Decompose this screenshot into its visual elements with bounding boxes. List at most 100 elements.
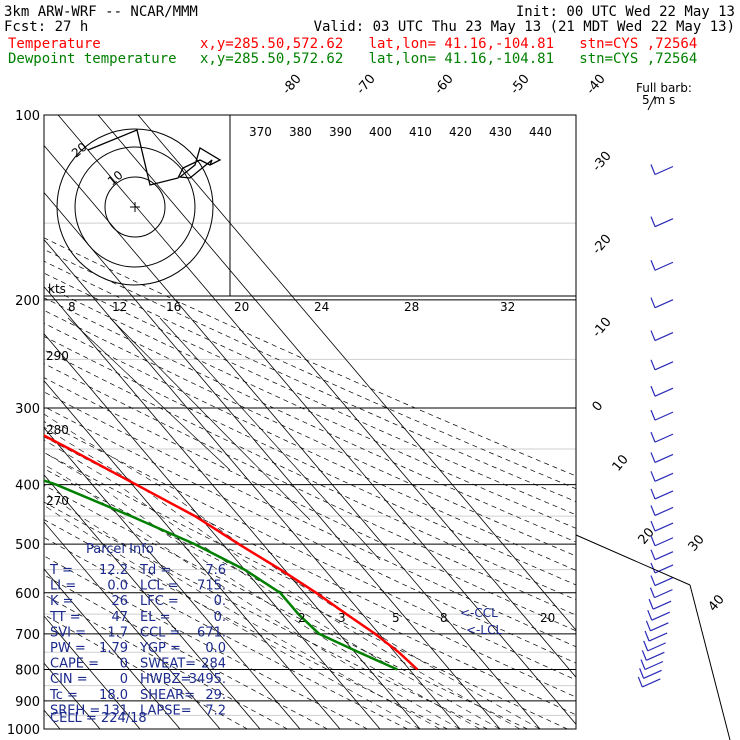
parcel-row-value: 18.0	[99, 688, 128, 703]
legend-dewpoint-info: x,y=285.50,572.62 lat,lon= 41.16,-104.81…	[200, 51, 697, 67]
parcel-row-value: 0.0	[205, 641, 226, 656]
dry-adiabat	[44, 452, 576, 716]
parcel-row-value: 26	[111, 594, 128, 609]
wind-barb-flag	[650, 549, 656, 560]
parcel-row-label: LAPSE=	[140, 703, 192, 718]
wind-barb-flag	[650, 385, 656, 397]
parcel-row-value: 0.0	[107, 579, 128, 594]
dry-adiabat	[44, 349, 576, 601]
isotherm	[44, 427, 301, 729]
theta-label: 380	[289, 125, 312, 139]
skewed-temp-label: 0	[590, 399, 607, 415]
barb-column-edge	[689, 584, 731, 740]
wind-barb-flag	[650, 562, 656, 574]
wind-barb-flag	[650, 488, 656, 500]
pressure-label: 800	[15, 663, 40, 678]
hodograph-trace	[87, 129, 222, 186]
wind-barb-flag	[647, 609, 653, 621]
dry-adiabat	[44, 336, 576, 586]
dry-adiabat	[44, 501, 488, 729]
wind-barb	[654, 537, 674, 547]
skewed-temp-label: -30	[590, 149, 615, 175]
hodograph-guide	[67, 317, 231, 471]
hodograph-speed-label: 12	[112, 300, 127, 314]
dry-adiabat	[44, 436, 576, 698]
wind-barb-flag	[649, 587, 656, 598]
hodograph-speed-label: 24	[314, 300, 329, 314]
parcel-row-value: 1.79	[99, 641, 128, 656]
wind-barb	[646, 651, 665, 661]
hodograph-dir-label: 280	[46, 423, 69, 437]
wind-barb-flag	[650, 520, 656, 532]
parcel-row-value: 715.	[197, 579, 226, 594]
parcel-row-value: 284	[201, 657, 226, 672]
parcel-row-value: 7.2	[205, 703, 226, 718]
parcel-row-label: T =	[49, 563, 73, 578]
parcel-row-label: TT =	[49, 610, 81, 625]
wind-barb	[654, 472, 674, 482]
hodograph-ring-label: 10	[105, 168, 126, 189]
parcel-row-value: 29.	[205, 688, 226, 703]
parcel-row-label: YGP =	[139, 641, 181, 656]
wind-barb-flag	[650, 330, 656, 341]
full-barb-units: 5 m s	[642, 93, 675, 107]
theta-label: 370	[249, 125, 272, 139]
parcel-row-label: SVI =	[50, 625, 86, 640]
dry-adiabat	[44, 484, 528, 729]
pressure-label: 100	[15, 109, 40, 124]
wind-barb	[654, 522, 674, 532]
full-barb-label: Full barb:	[636, 81, 692, 95]
pressure-label: 1000	[7, 723, 40, 738]
wind-barb	[654, 589, 673, 599]
wind-barb	[648, 632, 668, 642]
dry-adiabat	[44, 594, 288, 729]
parcel-row-label: SHEAR=	[140, 688, 195, 703]
wind-barb	[643, 669, 662, 679]
legend-temperature: Temperature	[8, 36, 101, 52]
pressure-label: 400	[15, 479, 40, 494]
wind-barb-flag	[645, 620, 651, 632]
legend-temperature-info: x,y=285.50,572.62 lat,lon= 41.16,-104.81…	[200, 36, 697, 52]
wind-barb-flag	[650, 260, 656, 271]
wind-barb-flag	[650, 575, 656, 586]
hodograph-units: kts	[48, 282, 66, 296]
skewed-temp-label: -50	[508, 72, 533, 98]
parcel-row-value: 1.7	[107, 625, 128, 640]
dry-adiabat	[44, 537, 408, 729]
wind-barb-flag	[650, 471, 656, 482]
parcel-row-value: 0.	[214, 610, 226, 625]
wind-barb-flag	[640, 659, 646, 670]
wind-barb	[652, 600, 672, 610]
isotherm	[44, 191, 501, 729]
pressure-label: 200	[15, 294, 40, 309]
parcel-row-label: SREH =	[50, 703, 100, 718]
parcel-row-label: Tc =	[49, 688, 78, 703]
wind-barb	[654, 387, 674, 397]
dry-adiabat	[44, 309, 576, 557]
parcel-row-value: 671.	[197, 625, 226, 640]
parcel-row-value: 12.2	[99, 563, 128, 578]
wind-barb-flag	[650, 505, 656, 516]
dry-adiabat	[44, 468, 568, 729]
parcel-row-value: 0.	[214, 594, 226, 609]
skewed-temp-label: -20	[590, 232, 615, 258]
lcl-marker: <-LCL	[466, 623, 502, 637]
wind-barb	[654, 433, 674, 443]
wind-barb	[654, 361, 674, 371]
parcel-row-label: CIN =	[50, 672, 88, 687]
dry-adiabat	[44, 249, 576, 490]
wind-barb-flag	[641, 650, 647, 661]
wind-barb	[654, 165, 674, 176]
moist-adiabat	[44, 504, 421, 729]
wind-barb	[650, 622, 669, 632]
skewed-temp-label: 30	[686, 532, 708, 554]
parcel-info-panel: Parcel Info T = 12.2 Td = 7.6LI = 0.0 LCL = 71…	[49, 542, 226, 726]
parcel-row-value: 0	[120, 672, 128, 687]
isotherm	[57, 115, 576, 725]
ccl-marker: <-CCL	[460, 606, 498, 620]
isotherm	[44, 238, 461, 729]
pressure-label: 300	[15, 402, 40, 417]
dewpoint-profile	[44, 479, 398, 671]
